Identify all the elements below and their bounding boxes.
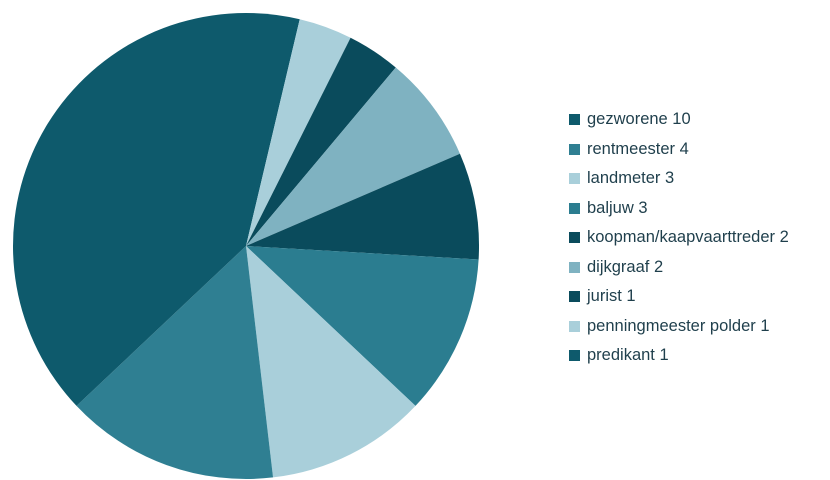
pie-slice (13, 13, 247, 406)
legend-swatch (569, 114, 580, 126)
legend-item: rentmeester 4 (569, 135, 789, 165)
legend-swatch (569, 143, 580, 155)
legend-swatch (569, 291, 580, 303)
legend: gezworene 10 rentmeester 4 landmeter 3 balj… (569, 105, 789, 371)
legend-item: baljuw 3 (569, 194, 789, 224)
pie-slice (246, 67, 460, 246)
pie-slice (246, 37, 396, 246)
legend-label: baljuw 3 (587, 198, 648, 217)
legend-label: jurist 1 (587, 287, 636, 306)
legend-item: predikant 1 (569, 341, 789, 371)
legend-label: gezworene 10 (587, 110, 691, 129)
pie-slice (246, 246, 416, 478)
pie-slice (246, 246, 479, 406)
legend-label: predikant 1 (587, 346, 669, 365)
legend-label: penningmeester polder 1 (587, 316, 770, 335)
legend-swatch (569, 202, 580, 214)
legend-label: dijkgraaf 2 (587, 257, 664, 276)
legend-item: koopman/kaapvaarttreder 2 (569, 223, 789, 253)
pie-slice (246, 19, 351, 246)
legend-label: rentmeester 4 (587, 139, 689, 158)
legend-item: landmeter 3 (569, 164, 789, 194)
legend-swatch (569, 350, 580, 362)
legend-swatch (569, 261, 580, 273)
legend-label: koopman/kaapvaarttreder 2 (587, 228, 789, 247)
legend-swatch (569, 173, 580, 185)
legend-item: dijkgraaf 2 (569, 253, 789, 283)
legend-item: gezworene 10 (569, 105, 789, 135)
pie-slice (246, 153, 479, 260)
legend-swatch (569, 232, 580, 244)
pie-slice (246, 13, 300, 246)
legend-label: landmeter 3 (587, 169, 675, 188)
pie-slice (76, 246, 274, 479)
legend-item: penningmeester polder 1 (569, 312, 789, 342)
legend-item: jurist 1 (569, 282, 789, 312)
legend-swatch (569, 320, 580, 332)
